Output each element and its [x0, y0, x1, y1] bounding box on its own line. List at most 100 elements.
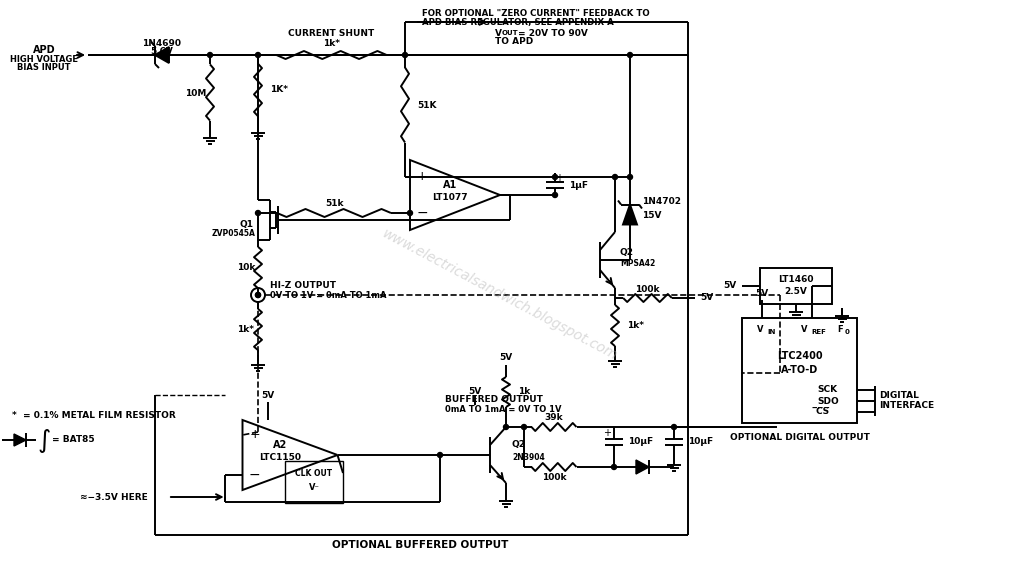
- Text: 0: 0: [845, 329, 850, 335]
- Polygon shape: [14, 434, 26, 446]
- Text: LT1077: LT1077: [432, 194, 468, 202]
- Text: 10M: 10M: [185, 89, 207, 97]
- Text: HI-Z OUTPUT: HI-Z OUTPUT: [270, 281, 336, 291]
- Bar: [760, 268, 831, 304]
- Text: −: −: [249, 468, 260, 482]
- Text: 100k: 100k: [542, 473, 566, 481]
- Text: 5V: 5V: [500, 353, 513, 361]
- Text: V: V: [495, 28, 502, 38]
- Text: = BAT85: = BAT85: [52, 436, 94, 444]
- Text: SCK: SCK: [817, 386, 838, 394]
- Text: 51k: 51k: [325, 200, 343, 208]
- Circle shape: [612, 175, 617, 179]
- Text: 10k: 10k: [237, 263, 255, 272]
- Bar: [285, 461, 343, 503]
- Circle shape: [611, 465, 616, 469]
- Text: DIGITAL: DIGITAL: [879, 390, 919, 400]
- Text: Q1: Q1: [239, 220, 253, 230]
- Text: REF: REF: [811, 329, 826, 335]
- Bar: [742, 318, 857, 423]
- Text: BUFFERED OUTPUT: BUFFERED OUTPUT: [445, 396, 543, 404]
- Text: 1k*: 1k*: [627, 321, 644, 330]
- Text: 1k*: 1k*: [238, 325, 255, 334]
- Text: BIAS INPUT: BIAS INPUT: [17, 63, 71, 72]
- Text: 51K: 51K: [417, 100, 436, 110]
- Circle shape: [408, 211, 413, 216]
- Text: +: +: [417, 171, 427, 183]
- Text: 15V: 15V: [642, 211, 662, 219]
- Circle shape: [628, 53, 633, 57]
- Text: 5V: 5V: [261, 390, 274, 400]
- Text: 10μF: 10μF: [688, 437, 713, 447]
- Text: OPTIONAL DIGITAL OUTPUT: OPTIONAL DIGITAL OUTPUT: [729, 433, 869, 441]
- Text: 0V TO 1V = 0mA TO 1mA: 0V TO 1V = 0mA TO 1mA: [270, 292, 386, 300]
- Circle shape: [256, 292, 260, 298]
- Text: 2.5V: 2.5V: [784, 288, 808, 296]
- Text: 1k*: 1k*: [323, 38, 340, 48]
- Text: Q2: Q2: [512, 440, 526, 450]
- Text: 39k: 39k: [545, 414, 563, 422]
- Polygon shape: [623, 205, 637, 224]
- Text: *  = 0.1% METAL FILM RESISTOR: * = 0.1% METAL FILM RESISTOR: [12, 411, 176, 419]
- Text: MPSA42: MPSA42: [620, 259, 655, 267]
- Text: IN: IN: [767, 329, 775, 335]
- Circle shape: [256, 292, 260, 298]
- Text: FOR OPTIONAL "ZERO CURRENT" FEEDBACK TO: FOR OPTIONAL "ZERO CURRENT" FEEDBACK TO: [422, 9, 649, 17]
- Text: ̅C̅S̅: ̅C̅S̅: [817, 408, 830, 416]
- Text: 1N4702: 1N4702: [642, 198, 681, 206]
- Text: = 20V TO 90V: = 20V TO 90V: [518, 28, 588, 38]
- Text: 100k: 100k: [635, 285, 659, 295]
- Text: LT1460: LT1460: [778, 276, 814, 285]
- Text: CURRENT SHUNT: CURRENT SHUNT: [289, 30, 375, 38]
- Circle shape: [521, 425, 526, 430]
- Polygon shape: [155, 47, 169, 63]
- Text: 2N3904: 2N3904: [512, 452, 545, 462]
- Text: APD: APD: [33, 45, 55, 55]
- Text: 1μF: 1μF: [569, 180, 588, 190]
- Text: +: +: [249, 429, 260, 441]
- Text: 1k: 1k: [518, 387, 530, 397]
- Circle shape: [402, 53, 408, 57]
- Circle shape: [628, 175, 633, 179]
- Text: V: V: [757, 325, 763, 335]
- Text: LTC2400: LTC2400: [776, 351, 822, 361]
- Circle shape: [256, 53, 260, 57]
- Text: A-TO-D: A-TO-D: [781, 365, 818, 375]
- Text: LTC1150: LTC1150: [259, 454, 301, 462]
- Circle shape: [208, 53, 213, 57]
- Text: www.electricalsandwich.blogspot.com: www.electricalsandwich.blogspot.com: [380, 227, 620, 363]
- Text: ≈−3.5V HERE: ≈−3.5V HERE: [80, 492, 147, 502]
- Text: A2: A2: [272, 440, 287, 450]
- Text: OUT: OUT: [502, 30, 518, 36]
- Polygon shape: [636, 460, 649, 474]
- Text: Q2: Q2: [620, 248, 634, 256]
- Text: APD BIAS REGULATOR, SEE APPENDIX A: APD BIAS REGULATOR, SEE APPENDIX A: [422, 17, 613, 27]
- Text: V: V: [801, 325, 807, 335]
- Text: 5V: 5V: [468, 387, 481, 397]
- Text: V⁻: V⁻: [308, 483, 319, 491]
- Text: 1N4690: 1N4690: [142, 38, 181, 48]
- Text: HIGH VOLTAGE: HIGH VOLTAGE: [10, 55, 78, 63]
- Text: INTERFACE: INTERFACE: [879, 401, 934, 411]
- Text: +: +: [555, 173, 563, 183]
- Text: 5V: 5V: [700, 293, 714, 303]
- Text: 5.6V: 5.6V: [151, 46, 173, 56]
- Text: A1: A1: [442, 180, 457, 190]
- Circle shape: [553, 175, 557, 179]
- Text: SDO: SDO: [817, 397, 839, 405]
- Text: 5V: 5V: [756, 289, 769, 299]
- Circle shape: [672, 425, 677, 430]
- Text: −: −: [416, 206, 428, 220]
- Text: F: F: [838, 325, 843, 335]
- Circle shape: [504, 425, 509, 430]
- Text: TO APD: TO APD: [495, 38, 534, 46]
- Text: 10μF: 10μF: [628, 437, 653, 447]
- Text: $\int$: $\int$: [37, 427, 51, 455]
- Text: 1K*: 1K*: [270, 85, 288, 95]
- Text: +: +: [603, 428, 611, 438]
- Circle shape: [256, 211, 260, 216]
- Circle shape: [437, 452, 442, 458]
- Text: 0mA TO 1mA = 0V TO 1V: 0mA TO 1mA = 0V TO 1V: [445, 405, 561, 415]
- Text: 5V: 5V: [723, 281, 736, 291]
- Text: OPTIONAL BUFFERED OUTPUT: OPTIONAL BUFFERED OUTPUT: [332, 540, 508, 550]
